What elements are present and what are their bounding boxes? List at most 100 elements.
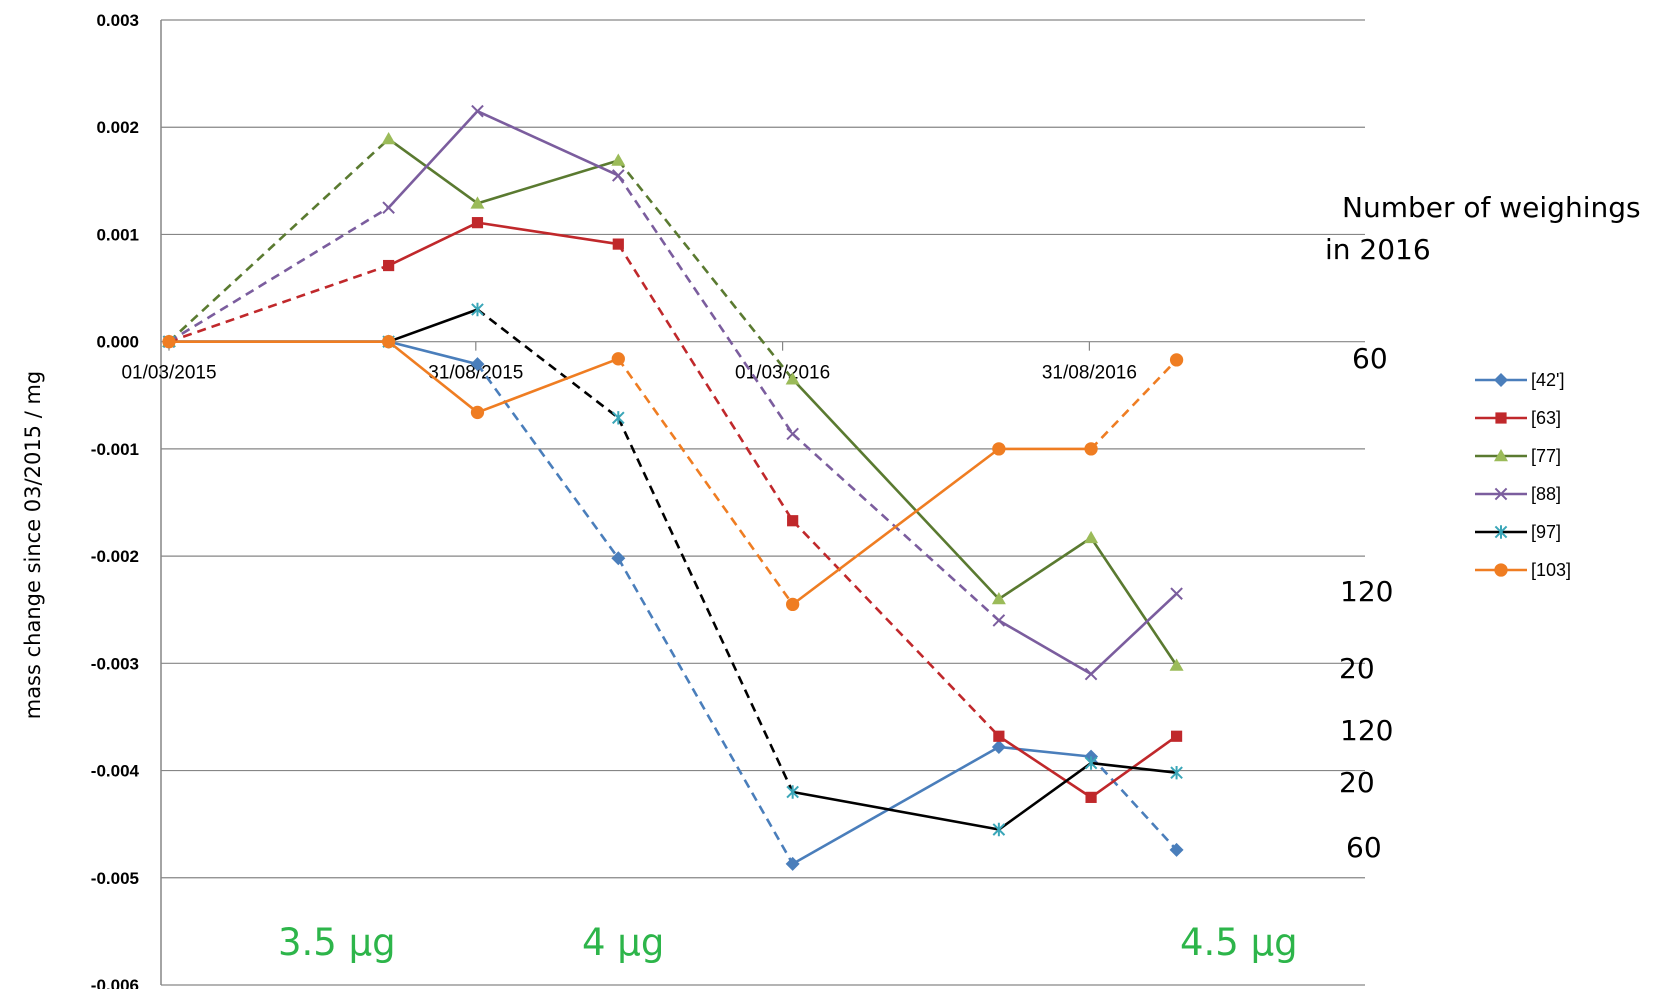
line-segment [998,536,1092,601]
note-label: 4 µg [582,921,664,964]
data-point [611,411,625,425]
y-tick-label: -0.001 [91,440,139,459]
legend-entry: [42'] [1475,370,1564,390]
line-segment [477,221,619,246]
data-point [1494,449,1508,462]
data-point [470,405,485,420]
data-point [1084,756,1098,770]
data-point [470,357,485,372]
line-segment [1089,537,1178,667]
data-point [1494,525,1508,539]
dashed-segment [168,206,390,343]
dashed-segment [476,363,620,560]
line-segment [998,735,1092,799]
data-point [786,785,799,799]
line-segment [791,378,1000,600]
dashed-segment [1090,755,1178,851]
y-tick-label: 0.001 [96,225,139,244]
data-point [786,597,800,612]
x-tick-label: 01/03/2015 [121,363,216,384]
x-tick-label: 31/08/2015 [428,363,523,384]
line-segment [1090,592,1178,676]
data-point [1170,730,1183,742]
x-tick-label: 01/03/2016 [735,363,830,384]
dashed-segment [1090,358,1178,450]
data-point [786,427,799,441]
data-point [611,153,626,166]
data-point [785,372,800,385]
data-point [1169,842,1184,857]
line-segment [387,340,479,414]
legend-entry: [77] [1475,446,1561,466]
count-label: 20 [1339,766,1375,799]
data-point [470,196,485,209]
y-tick-label: -0.005 [91,869,139,888]
dashed-segment [617,243,794,522]
count-label: 120 [1340,575,1393,608]
y-tick-label: -0.004 [91,762,140,781]
y-tick-label: -0.003 [91,654,139,673]
series-42 [162,334,1184,871]
data-point [1495,412,1507,424]
legend-entry: [103] [1475,560,1571,580]
data-point [471,104,484,118]
data-point [1084,667,1098,681]
data-point [992,614,1006,627]
dashed-segment [617,159,794,381]
legend-label: [63] [1531,408,1561,428]
count-label: 60 [1346,831,1382,864]
y-tick-label: 0.000 [96,333,139,352]
line-segment [387,137,479,205]
line-segment [476,109,619,177]
line-segment [792,790,1000,831]
data-point [611,352,625,366]
dashed-segment [617,358,794,606]
data-point [787,515,799,527]
legend: [42'] [63] [77] [88] [97] [103] [1475,370,1571,580]
note-label: 4.5 µg [1180,921,1298,964]
x-tick-labels: 01/03/2015 31/08/2015 01/03/2016 31/08/2016 [121,341,1137,384]
y-tick-label: 0.002 [96,118,139,137]
line-segment [477,357,619,414]
data-point [381,335,396,349]
line-segment [792,745,1000,865]
data-point [1494,487,1508,501]
weighings-header-line-1: Number of weighings [1342,191,1641,224]
line-segment [388,340,478,366]
data-point [1084,442,1098,456]
line-segment [388,221,479,267]
series-77 [162,132,1184,671]
count-label: 60 [1352,342,1388,375]
mass-notes: 3.5 µg 4 µg 4.5 µg [278,921,1298,964]
y-tick-label: -0.002 [91,547,139,566]
data-point [1169,353,1184,367]
data-point [383,259,395,272]
data-point [1170,765,1183,780]
data-point [1494,373,1508,387]
line-segment [998,619,1092,676]
dashed-segment [791,519,1000,738]
weighings-header: Number of weighings in 2016 [1325,191,1641,266]
data-point [382,201,395,214]
legend-label: [97] [1531,522,1561,542]
legend-label: [42'] [1531,370,1564,390]
y-tick-label: -0.006 [91,976,139,989]
dashed-segment [617,417,794,793]
data-point [1169,658,1184,671]
dashed-segment [168,264,390,343]
count-label: 20 [1339,652,1375,685]
line-segment [477,159,619,205]
data-point [993,730,1005,742]
data-point [471,302,484,317]
y-axis-label: mass change since 03/2015 / mg [21,371,45,720]
legend-label: [88] [1531,484,1561,504]
data-point [1085,791,1097,803]
data-series [162,104,1184,871]
data-point [611,169,625,182]
line-segment [388,308,478,343]
line-segment [1090,761,1177,774]
line-segment [998,745,1092,758]
legend-entry: [63] [1475,408,1561,428]
line-segment [387,110,479,209]
